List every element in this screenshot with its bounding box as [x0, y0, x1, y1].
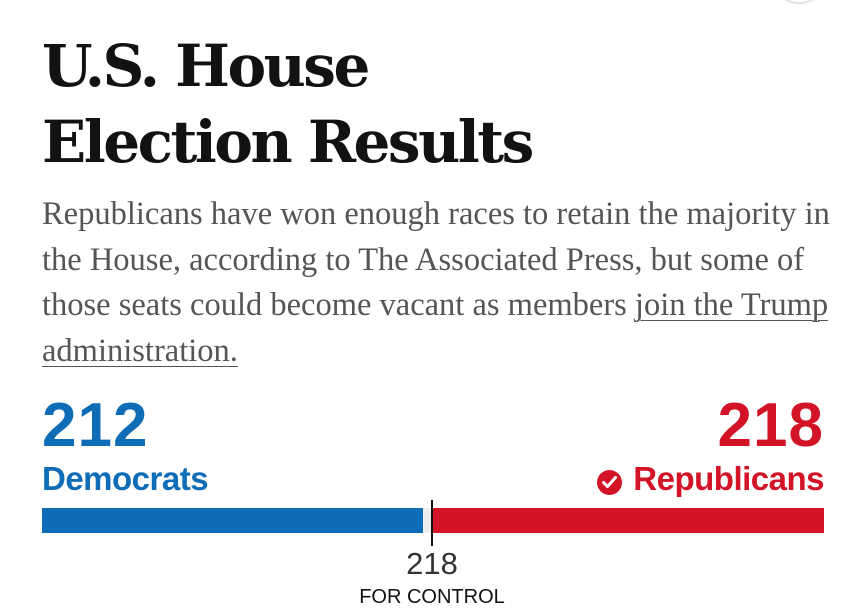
top-circle-button[interactable]: [774, 0, 824, 4]
page-title: U.S. House Election Results: [42, 28, 842, 180]
check-circle-icon: [597, 469, 623, 495]
democrats-seat-count: 212: [42, 391, 149, 460]
summary-text: Republicans have won enough races to ret…: [42, 196, 830, 323]
republicans-tally: 218 Republicans: [597, 390, 824, 496]
trump-administration-link[interactable]: join the Trump administration.: [42, 287, 829, 369]
page-title-line-1: U.S. House: [42, 32, 370, 100]
summary-paragraph: Republicans have won enough races to ret…: [42, 192, 832, 374]
republicans-bar-segment: [432, 508, 824, 533]
democrats-tally: 212 Democrats: [42, 390, 209, 497]
control-threshold-marker: [431, 500, 433, 546]
control-threshold-label: FOR CONTROL: [359, 586, 505, 608]
page-title-line-2: Election Results: [42, 108, 534, 176]
republicans-label-row: Republicans: [597, 462, 824, 496]
democrats-bar-segment: [42, 508, 423, 533]
republicans-seat-count: 218: [717, 391, 824, 460]
seat-balance-bar: [42, 508, 824, 533]
control-threshold-number: 218: [406, 546, 458, 581]
republicans-label: Republicans: [633, 460, 824, 497]
democrats-label: Democrats: [42, 460, 209, 497]
